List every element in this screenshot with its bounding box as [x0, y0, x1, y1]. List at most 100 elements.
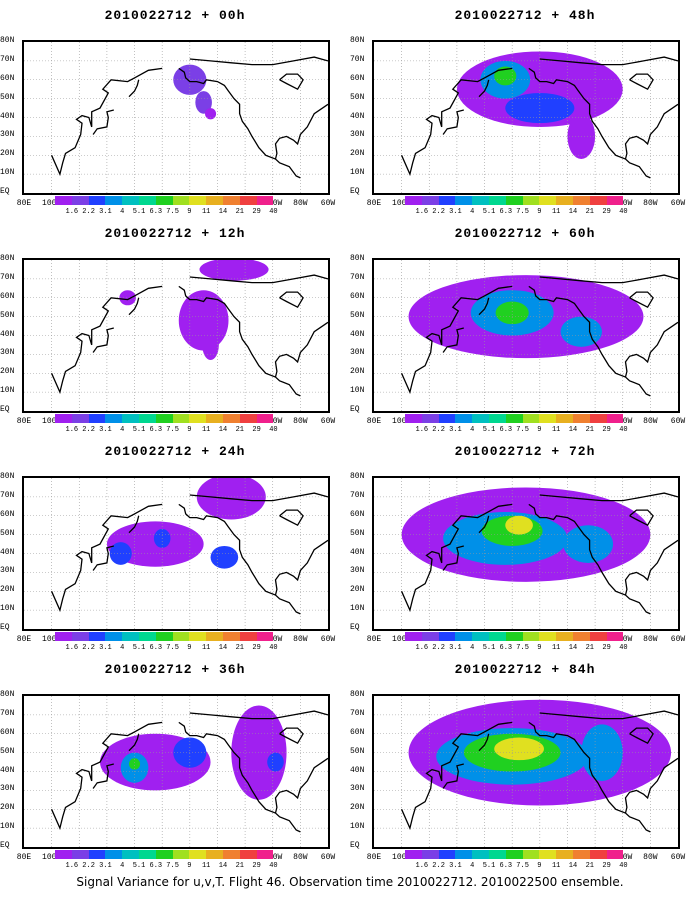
- colorbar-label: 2.2: [82, 208, 95, 216]
- colorbar-swatch: [71, 850, 89, 859]
- colorbar: [55, 632, 274, 641]
- variance-contour: [129, 758, 141, 770]
- colorbar-swatch: [405, 414, 422, 423]
- colorbar-label: 1.6: [65, 208, 79, 216]
- colorbar-swatch: [438, 632, 456, 641]
- variance-contour: [505, 515, 533, 535]
- colorbar-label: 40: [269, 862, 278, 870]
- colorbar-swatch: [472, 196, 489, 205]
- map-frame: [372, 694, 680, 849]
- map-frame: [22, 694, 330, 849]
- colorbar-swatch: [606, 632, 624, 641]
- variance-map: [374, 478, 678, 629]
- colorbar-swatch: [488, 196, 506, 205]
- coastline: [629, 509, 654, 527]
- lon-label: 100E: [392, 417, 412, 426]
- coastline: [178, 721, 301, 833]
- lat-label: 50N: [0, 92, 15, 102]
- coastline: [51, 721, 163, 831]
- colorbar-swatch: [155, 414, 173, 423]
- lat-label: 60N: [0, 291, 15, 301]
- colorbar-swatch: [572, 850, 590, 859]
- colorbar-label: 9: [187, 208, 192, 216]
- map-panel: 2010022712 + 84h 80N 70N 60N 50N 40N 30N 20N 10N…: [350, 654, 700, 872]
- colorbar-label: 11: [551, 426, 561, 434]
- colorbar-label: 40: [619, 644, 628, 652]
- lat-label: 70N: [350, 54, 365, 64]
- coastline: [401, 721, 513, 831]
- lon-label: 100E: [42, 853, 62, 862]
- colorbar-swatch: [55, 196, 72, 205]
- colorbar-swatch: [438, 850, 456, 859]
- colorbar: [405, 196, 624, 205]
- colorbar-swatch: [539, 632, 557, 641]
- colorbar-swatch: [206, 850, 223, 859]
- coastline: [128, 515, 140, 534]
- colorbar-swatch: [606, 414, 624, 423]
- colorbar-swatch: [589, 632, 607, 641]
- colorbar-label: 2.2: [432, 426, 445, 434]
- variance-contour: [210, 545, 239, 569]
- colorbar-swatch: [572, 414, 590, 423]
- coastline: [279, 291, 304, 309]
- lat-label: EQ: [0, 405, 10, 414]
- coastline: [128, 297, 140, 316]
- map-panel: 2010022712 + 60h 80N 70N 60N 50N 40N 30N 20N 10N…: [350, 218, 700, 436]
- colorbar-label: 5.1: [132, 426, 146, 434]
- variance-contour: [495, 301, 529, 325]
- coastline: [539, 710, 678, 720]
- colorbar: [405, 632, 624, 641]
- colorbar-label: 4: [120, 644, 125, 652]
- colorbar-label: 5.1: [132, 208, 146, 216]
- lat-label: 20N: [0, 367, 15, 377]
- colorbar-label: 6.3: [149, 426, 163, 434]
- coastline: [624, 757, 678, 814]
- map-panel: 2010022712 + 12h 80N 70N 60N 50N 40N 30N 20N 10N…: [0, 218, 350, 436]
- lat-label: 10N: [350, 822, 365, 832]
- lat-label: 20N: [350, 803, 365, 813]
- colorbar-swatch: [138, 196, 156, 205]
- variance-map: [374, 260, 678, 411]
- coastline: [629, 727, 654, 745]
- colorbar-swatch: [438, 196, 456, 205]
- colorbar-label: 14: [568, 644, 578, 652]
- colorbar-label: 6.3: [499, 862, 513, 870]
- lat-label: 80N: [0, 472, 15, 481]
- colorbar-label: 5.1: [482, 644, 496, 652]
- colorbar-label: 21: [235, 208, 244, 216]
- lat-label: 10N: [350, 386, 365, 396]
- lat-label: 70N: [350, 272, 365, 282]
- colorbar-label: 2.2: [432, 208, 445, 216]
- colorbar-label: 7.5: [516, 862, 529, 870]
- map-frame: [372, 476, 680, 631]
- coastline: [624, 539, 678, 596]
- colorbar-swatch: [155, 850, 173, 859]
- variance-map: [24, 478, 328, 629]
- lat-label: EQ: [0, 841, 10, 850]
- coastline: [442, 763, 464, 789]
- colorbar-swatch: [71, 414, 89, 423]
- colorbar-label: 4: [470, 208, 475, 216]
- lon-label: 60W: [320, 199, 336, 208]
- colorbar-label: 14: [218, 426, 228, 434]
- map-panel: 2010022712 + 72h 80N 70N 60N 50N 40N 30N 20N 10N…: [350, 436, 700, 654]
- lat-label: 10N: [350, 604, 365, 614]
- coastline: [624, 103, 678, 160]
- lon-label: 100E: [42, 199, 62, 208]
- colorbar-label: 2.2: [82, 644, 95, 652]
- colorbar-swatch: [222, 196, 240, 205]
- variance-contour: [199, 260, 269, 281]
- coastline: [128, 79, 140, 98]
- colorbar-label: 4: [470, 644, 475, 652]
- coastline: [279, 73, 304, 91]
- colorbar-swatch: [472, 850, 489, 859]
- coastline: [274, 103, 328, 160]
- panel-title: 2010022712 + 48h: [454, 8, 596, 23]
- coastline: [128, 733, 140, 752]
- colorbar-label: 7.5: [166, 644, 179, 652]
- colorbar-swatch: [239, 850, 257, 859]
- lon-label: 60W: [670, 199, 686, 208]
- lat-label: 50N: [350, 746, 365, 756]
- coastline: [274, 539, 328, 596]
- colorbar-label: 9: [537, 208, 542, 216]
